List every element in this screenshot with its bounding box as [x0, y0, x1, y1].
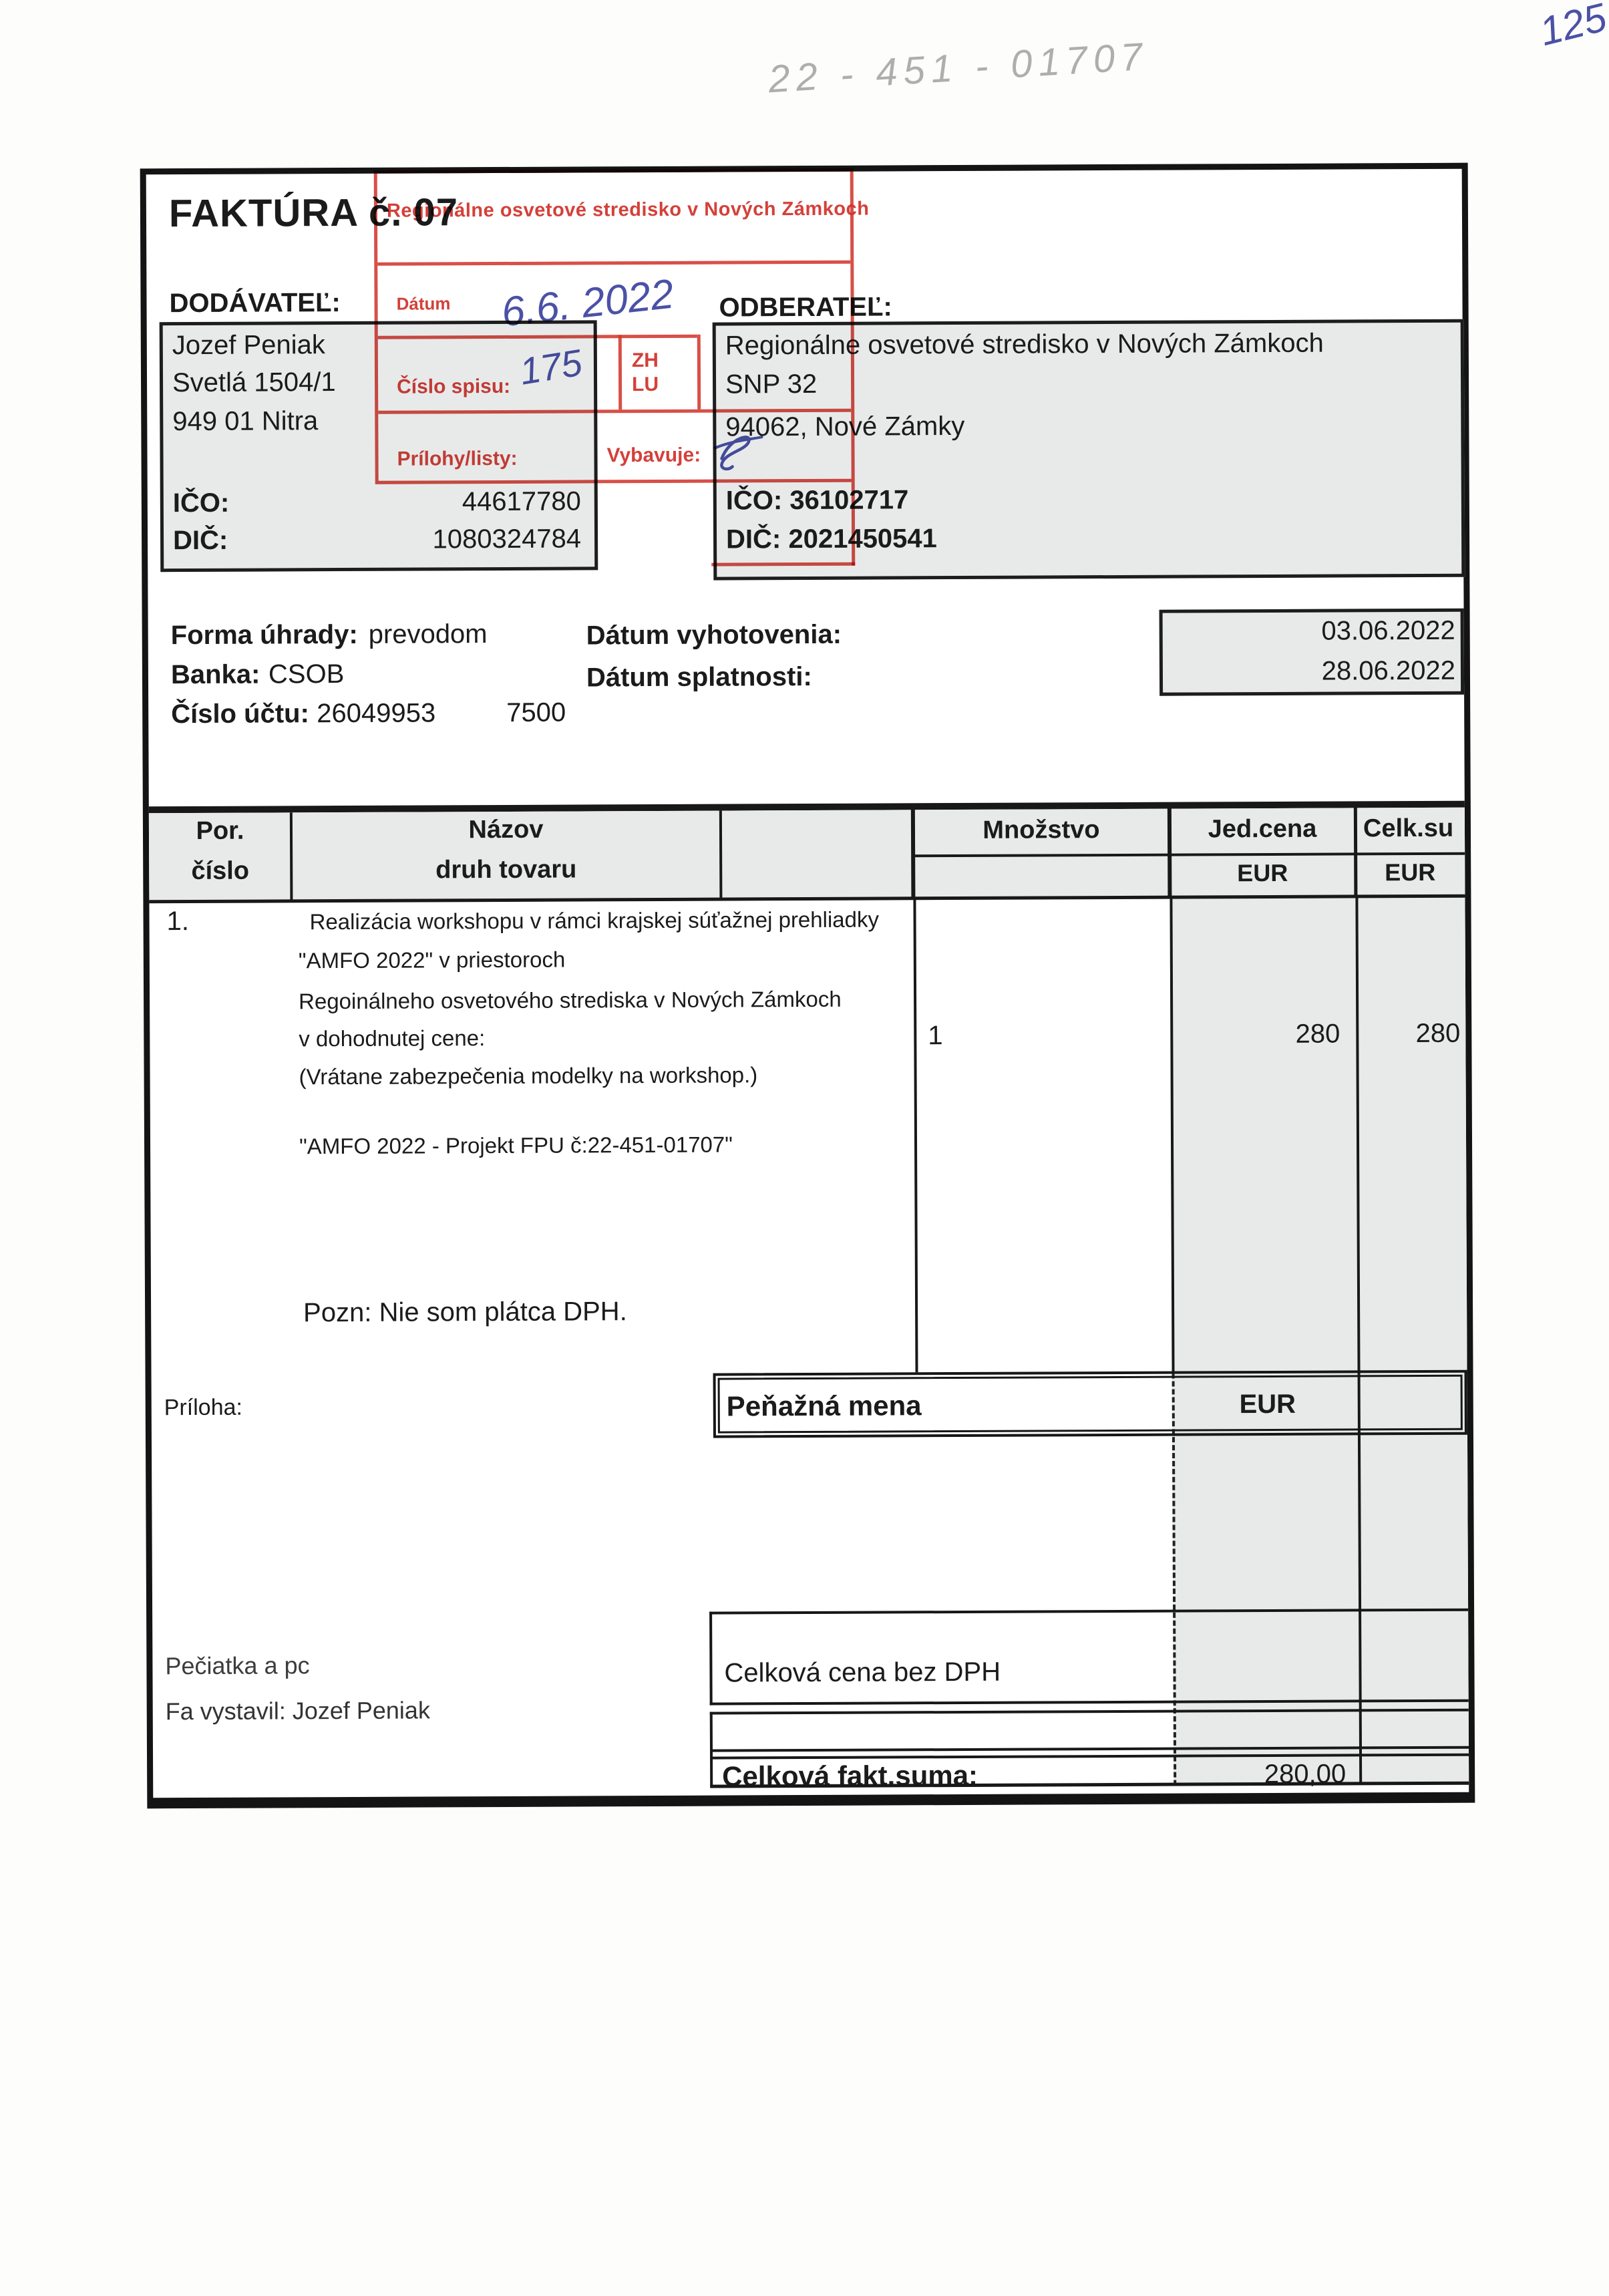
col-subheader-celk-eur: EUR	[1385, 858, 1436, 886]
supplier-dic-value: 1080324784	[432, 524, 582, 554]
supplier-section-label: DODÁVATEĽ:	[169, 288, 341, 319]
supplier-street: Svetlá 1504/1	[172, 367, 336, 398]
item-desc-line: v dohodnutej cene:	[299, 1025, 486, 1051]
stamp-prilohy-label: Prílohy/listy:	[397, 447, 518, 470]
col-subheader-jed-eur: EUR	[1237, 858, 1288, 887]
col-header-por-line1: Por.	[196, 816, 244, 845]
penazna-mena-value: EUR	[1239, 1389, 1296, 1420]
col-header-jed-cena: Jed.cena	[1208, 814, 1317, 844]
cislo-uctu-bank-code: 7500	[506, 697, 566, 727]
stamp-cislo-spisu-label: Číslo spisu:	[397, 375, 511, 398]
stamp-vybavuje-label: Vybavuje:	[606, 444, 701, 467]
supplier-name: Jozef Peniak	[172, 330, 325, 361]
col-header-nazov-line1: Názov	[468, 815, 544, 844]
item-desc-line: (Vrátane zabezpečenia modelky na worksho…	[299, 1062, 758, 1090]
stamp-datum-label: Dátum	[396, 293, 451, 314]
customer-ico: IČO: 36102717	[725, 485, 909, 516]
invoice-document: FAKTÚRA č. 07 DODÁVATEĽ: ODBERATEĽ: Joze…	[140, 162, 1475, 1809]
stamp-organization-name: Regionálne osvetové stredisko v Nových Z…	[386, 198, 870, 222]
supplier-city: 949 01 Nitra	[172, 406, 319, 437]
col-header-celk-suma: Celk.su	[1363, 814, 1454, 843]
forma-uhrady-label: Forma úhrady:	[170, 619, 358, 651]
datum-vyhotovenia-label: Dátum vyhotovenia:	[586, 619, 842, 651]
stamp-lu-code: LU	[631, 373, 659, 396]
vystavil-label: Fa vystavil: Jozef Peniak	[165, 1696, 430, 1726]
dates-box: 03.06.2022 28.06.2022	[1159, 608, 1465, 696]
banka-value: CSOB	[268, 659, 345, 689]
item-unit-price: 280	[1295, 1019, 1340, 1049]
penazna-mena-row: Peňažná mena EUR	[713, 1369, 1467, 1438]
customer-dic: DIČ: 2021450541	[725, 524, 937, 554]
supplier-ico-value: 44617780	[462, 486, 581, 517]
item-total-price: 280	[1415, 1018, 1461, 1049]
celkova-bez-dph-row: Celková cena bez DPH	[709, 1608, 1469, 1705]
item-quantity: 1	[928, 1021, 943, 1051]
stamp-datum-handwriting: 6.6. 2022	[499, 271, 677, 336]
datum-vyhotovenia-value: 03.06.2022	[1321, 615, 1455, 646]
datum-splatnosti-value: 28.06.2022	[1321, 655, 1456, 686]
item-desc-line: "AMFO 2022" v priestoroch	[298, 947, 566, 973]
col-header-por-line2: číslo	[191, 856, 250, 886]
vat-note: Pozn: Nie som plátca DPH.	[303, 1297, 627, 1328]
pecatka-label: Pečiatka a pc	[165, 1651, 310, 1680]
supplier-dic-label: DIČ:	[172, 525, 228, 556]
red-filing-stamp: Regionálne osvetové stredisko v Nových Z…	[373, 168, 870, 484]
col-header-nazov-line2: druh tovaru	[435, 855, 577, 884]
corner-page-number-handwriting: 125	[1535, 0, 1609, 55]
forma-uhrady-value: prevodom	[368, 619, 488, 649]
item-por-number: 1.	[166, 907, 190, 937]
stamp-zh-code: ZH	[631, 349, 659, 372]
supplier-ico-label: IČO:	[172, 488, 230, 518]
item-desc-line: Realizácia workshopu v rámci krajskej sú…	[309, 907, 880, 935]
stamp-cislo-spisu-handwriting: 175	[516, 341, 585, 393]
item-desc-line: "AMFO 2022 - Projekt FPU č:22-451-01707"	[299, 1132, 733, 1159]
col-header-mnozstvo: Množstvo	[982, 816, 1100, 844]
penazna-mena-label: Peňažná mena	[726, 1389, 922, 1422]
item-desc-line: Regoinálneho osvetového strediska v Nový…	[299, 986, 842, 1014]
pencil-project-number-handwriting: 22 - 451 - 01707	[767, 34, 1150, 102]
datum-splatnosti-label: Dátum splatnosti:	[586, 661, 812, 693]
celkova-bez-dph-label: Celková cena bez DPH	[724, 1657, 1001, 1688]
priloha-label: Príloha:	[164, 1394, 243, 1421]
cislo-uctu-value: 26049953	[317, 698, 436, 729]
cislo-uctu-label: Číslo účtu:	[171, 699, 309, 729]
vybavuje-initial-handwriting-icon	[713, 436, 763, 471]
banka-label: Banka:	[170, 659, 260, 690]
